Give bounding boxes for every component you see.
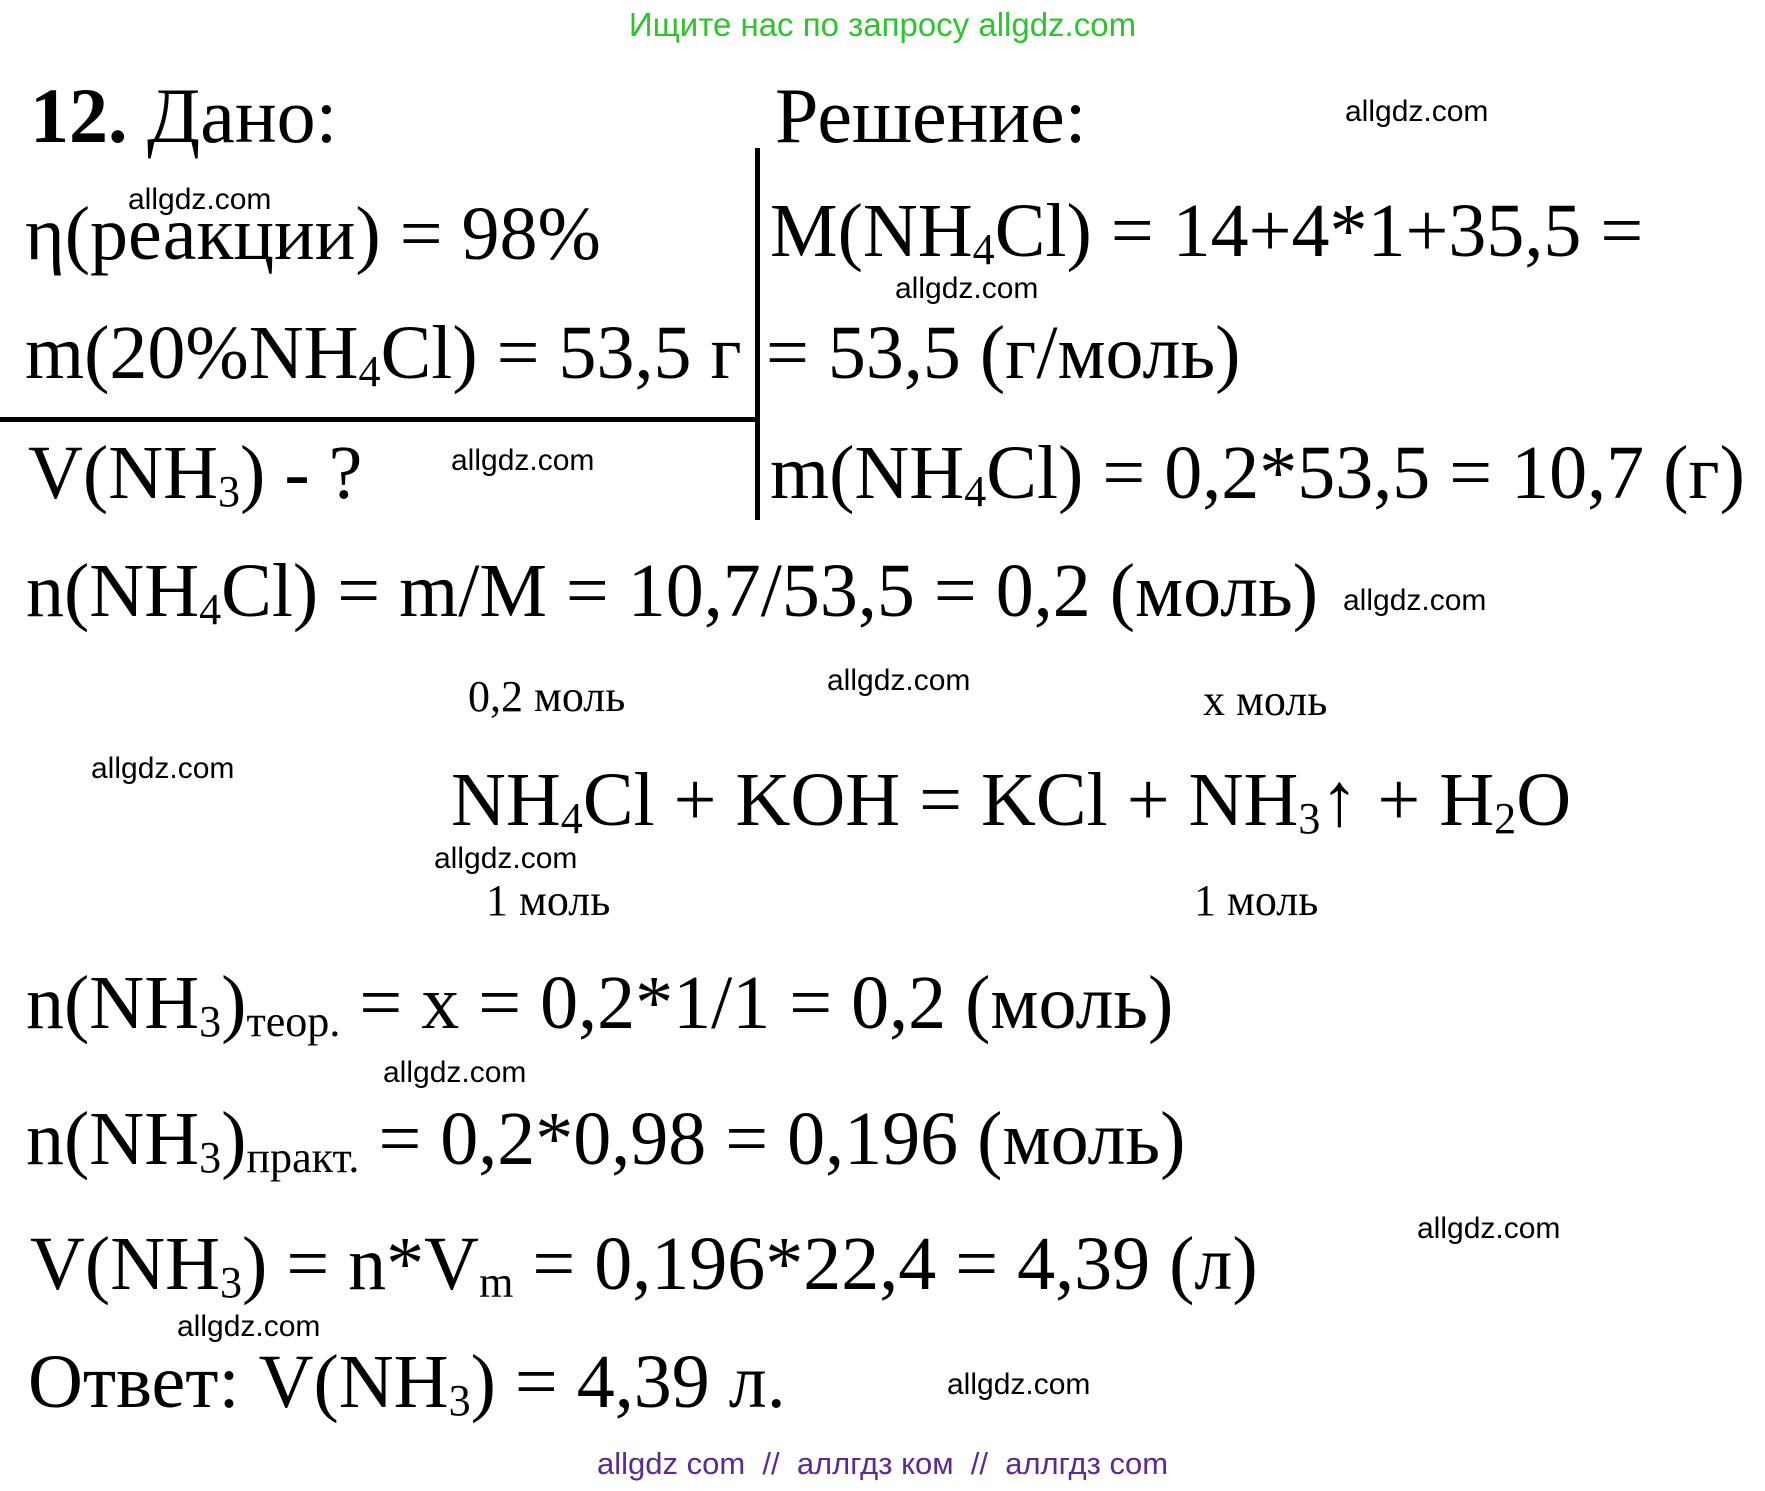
n-theoretical-line: n(NH3)теор. = х = 0,2*1/1 = 0,2 (моль) [26, 961, 1174, 1046]
column-divider-line [755, 148, 760, 520]
watermark: allgdz.com [451, 444, 595, 477]
watermark: allgdz.com [895, 272, 1039, 305]
equation-amount-above-left: 0,2 моль [468, 672, 626, 721]
watermark: allgdz.com [128, 183, 272, 216]
watermark: allgdz.com [827, 664, 971, 697]
solution-moles-line: n(NH4Cl) = m/M = 10,7/53,5 = 0,2 (моль) [26, 549, 1319, 634]
solution-molar-mass-line: M(NH4Cl) = 14+4*1+35,5 = [770, 189, 1644, 274]
volume-line: V(NH3) = n*Vm = 0,196*22,4 = 4,39 (л) [30, 1222, 1258, 1307]
given-find-line: V(NH3) - ? [28, 431, 363, 516]
reaction-equation: NH4Cl + KOH = KCl + NH3↑ + H2O [451, 758, 1572, 843]
promo-header: Ищите нас по запросу allgdz.com [628, 6, 1137, 43]
equation-amount-below-right: 1 моль [1194, 876, 1319, 925]
given-heading: 12. Дано: [30, 72, 338, 159]
watermark: allgdz.com [91, 752, 235, 785]
watermark: allgdz.com [1345, 95, 1489, 128]
footer-sites: allgdz com // аллгдз ком // аллгдз com [596, 1446, 1169, 1481]
solution-mass-line: m(NH4Cl) = 0,2*53,5 = 10,7 (г) [770, 431, 1745, 516]
solution-heading: Решение: [775, 72, 1087, 159]
watermark: allgdz.com [383, 1056, 527, 1089]
given-mass-line: m(20%NH4Cl) = 53,5 г [25, 311, 742, 396]
given-divider-line [0, 417, 757, 422]
solution-molar-mass-cont-line: = 53,5 (г/моль) [766, 311, 1241, 395]
watermark: allgdz.com [434, 842, 578, 875]
watermark: allgdz.com [1343, 584, 1487, 617]
answer-line: Ответ: V(NH3) = 4,39 л. [28, 1340, 786, 1425]
n-practical-line: n(NH3)практ. = 0,2*0,98 = 0,196 (моль) [26, 1097, 1186, 1182]
watermark: allgdz.com [947, 1368, 1091, 1401]
watermark: allgdz.com [1417, 1212, 1561, 1245]
equation-amount-above-right: х моль [1203, 676, 1328, 725]
watermark: allgdz.com [177, 1310, 321, 1343]
given-eta-line: η(реакции) = 98% [25, 192, 601, 276]
equation-amount-below-left: 1 моль [486, 876, 611, 925]
